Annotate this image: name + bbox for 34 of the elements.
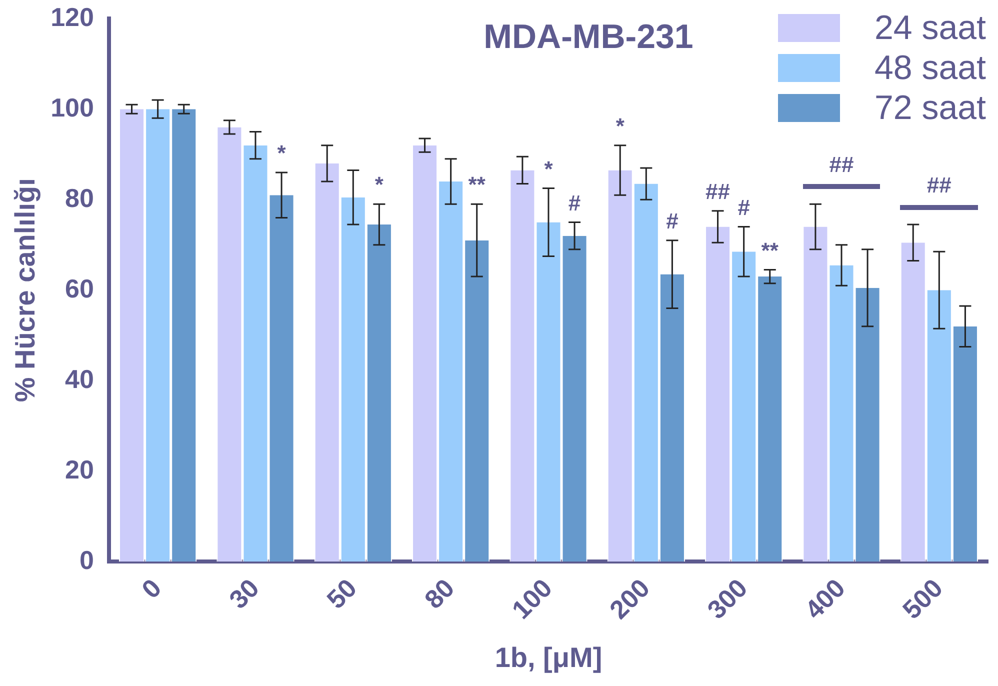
x-tick-label: 500 xyxy=(896,572,948,625)
x-tick-label: 0 xyxy=(136,572,168,604)
x-tick-label: 80 xyxy=(418,572,460,614)
annotation: * xyxy=(544,156,554,182)
annotation: # xyxy=(666,208,678,234)
y-tick-label: 100 xyxy=(50,92,94,122)
x-tick-label: 100 xyxy=(506,572,558,625)
annotation: # xyxy=(738,194,750,220)
annotation: ** xyxy=(468,172,486,198)
legend-label: 24 saat xyxy=(874,8,986,48)
x-tick-label: 30 xyxy=(223,572,265,614)
x-tick-label: 200 xyxy=(604,572,656,625)
annotation: * xyxy=(616,113,625,138)
chart-title: MDA-MB-231 xyxy=(484,18,694,56)
annotation: ** xyxy=(761,238,779,263)
y-axis-title: % Hücre canlılığı xyxy=(10,178,41,402)
legend-label: 48 saat xyxy=(874,48,986,88)
annotation: * xyxy=(277,140,286,166)
y-tick-label: 60 xyxy=(65,273,94,304)
legend-label: 72 saat xyxy=(874,88,986,128)
annotation: ## xyxy=(706,179,730,204)
annotation: ## xyxy=(829,152,854,178)
y-tick-label: 80 xyxy=(65,182,94,213)
annotation: ## xyxy=(926,172,952,198)
y-tick-label: 40 xyxy=(65,364,94,394)
x-tick-label: 50 xyxy=(320,572,362,614)
x-tick-label: 400 xyxy=(798,572,851,625)
x-tick-label: 300 xyxy=(701,572,754,625)
y-tick-label: 0 xyxy=(80,544,94,575)
y-tick-label: 120 xyxy=(50,2,94,32)
annotation: * xyxy=(374,172,384,198)
annotation: # xyxy=(568,190,581,216)
x-axis-title: 1b, [μM] xyxy=(494,642,602,673)
y-tick-label: 20 xyxy=(65,454,94,484)
